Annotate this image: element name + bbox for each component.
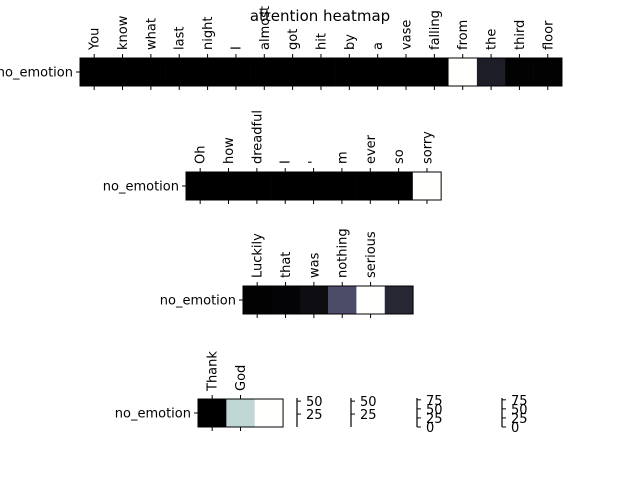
token-label-1-8: sorry xyxy=(420,131,435,164)
heatmap-cell-2-4 xyxy=(356,286,386,314)
heatmap-cell-2-0 xyxy=(243,286,272,314)
token-label-0-1: know xyxy=(116,15,131,50)
token-label-0-6: almost xyxy=(258,6,273,50)
heatmap-cell-0-12 xyxy=(420,58,449,86)
heatmap-cell-2-3 xyxy=(328,286,357,314)
token-label-1-0: Oh xyxy=(194,146,209,164)
token-label-1-5: m xyxy=(335,151,350,164)
token-label-0-16: floor xyxy=(541,20,556,50)
heatmap-cell-0-6 xyxy=(250,58,279,86)
heatmap-cell-3-0 xyxy=(198,399,227,427)
heatmap-cell-1-7 xyxy=(384,172,414,200)
heatmap-cell-0-11 xyxy=(391,58,421,86)
token-label-2-3: nothing xyxy=(336,228,351,278)
colorbar-tick-label-2-0: 0 xyxy=(426,421,434,436)
colorbar-tick-label-3-1: 25 xyxy=(511,412,528,427)
token-label-2-2: was xyxy=(307,252,322,278)
token-label-2-4: serious xyxy=(364,231,379,278)
heatmap-cell-2-5 xyxy=(384,286,414,314)
token-label-0-7: got xyxy=(286,29,301,50)
colorbar-tick-label-0-1: 50 xyxy=(306,395,323,410)
row-label-2: no_emotion xyxy=(160,294,236,309)
colorbar-tick-label-2-1: 25 xyxy=(426,412,443,427)
token-label-3-0: Thank xyxy=(206,351,221,392)
heatmap-cell-0-8 xyxy=(306,58,336,86)
token-label-0-3: last xyxy=(173,27,188,50)
heatmap-cell-1-4 xyxy=(299,172,329,200)
heatmap-cell-1-6 xyxy=(356,172,385,200)
heatmap-cell-1-1 xyxy=(214,172,243,200)
token-label-0-9: by xyxy=(343,34,358,50)
heatmap-cell-1-2 xyxy=(242,172,272,200)
token-label-0-13: from xyxy=(456,20,471,50)
token-label-1-6: ever xyxy=(364,134,379,164)
colorbar-tick-label-3-0: 0 xyxy=(511,421,519,436)
row-label-1: no_emotion xyxy=(103,180,179,195)
colorbar-tick-label-2-2: 50 xyxy=(426,403,443,418)
heatmap-cell-3-2 xyxy=(254,399,284,427)
token-label-0-15: third xyxy=(513,20,528,50)
heatmap-cell-1-3 xyxy=(271,172,300,200)
heatmap-cell-0-15 xyxy=(505,58,534,86)
heatmap-cell-0-0 xyxy=(80,58,109,86)
colorbar-tick-label-1-0: 25 xyxy=(360,408,377,423)
token-label-0-2: what xyxy=(144,18,159,50)
token-label-1-1: how xyxy=(222,137,237,164)
heatmap-cell-1-5 xyxy=(327,172,357,200)
token-label-0-0: You xyxy=(88,28,103,51)
heatmap-cell-0-5 xyxy=(221,58,251,86)
colorbar-tick-label-1-1: 50 xyxy=(360,395,377,410)
token-label-2-1: that xyxy=(279,252,294,278)
heatmap-cell-0-13 xyxy=(448,58,478,86)
heatmap-cell-0-7 xyxy=(278,58,308,86)
token-label-1-4: ' xyxy=(307,160,322,164)
colorbar-tick-label-0-0: 25 xyxy=(306,408,323,423)
token-label-0-12: falling xyxy=(428,10,443,50)
row-label-3: no_emotion xyxy=(115,407,191,422)
heatmap-cell-0-2 xyxy=(136,58,166,86)
token-label-0-8: hit xyxy=(314,33,329,50)
token-label-0-14: the xyxy=(485,29,500,50)
chart-title: attention heatmap xyxy=(249,7,391,25)
token-label-2-0: Luckily xyxy=(251,233,266,278)
heatmap-cell-0-9 xyxy=(335,58,364,86)
heatmap-cell-2-2 xyxy=(299,286,329,314)
heatmap-cell-0-3 xyxy=(165,58,194,86)
heatmap-cell-1-8 xyxy=(412,172,442,200)
colorbar-tick-label-2-3: 75 xyxy=(426,394,443,409)
heatmap-cell-0-1 xyxy=(108,58,137,86)
colorbar-tick-label-3-3: 75 xyxy=(511,394,528,409)
token-label-1-7: so xyxy=(392,149,407,164)
colorbar-tick-label-3-2: 50 xyxy=(511,403,528,418)
token-label-0-4: night xyxy=(201,17,216,50)
heatmap-cell-2-1 xyxy=(271,286,300,314)
heatmap-cell-0-10 xyxy=(363,58,393,86)
heatmap-cell-0-4 xyxy=(193,58,223,86)
token-label-3-1: God xyxy=(234,365,249,391)
token-label-0-10: a xyxy=(371,42,386,50)
token-label-0-5: I xyxy=(229,46,244,50)
heatmap-cell-0-14 xyxy=(476,58,506,86)
token-label-1-3: I xyxy=(279,160,294,164)
heatmap-cell-3-1 xyxy=(226,399,255,427)
heatmap-cell-1-0 xyxy=(186,172,215,200)
token-label-0-11: vase xyxy=(400,20,415,50)
heatmap-cell-0-16 xyxy=(533,58,563,86)
row-label-0: no_emotion xyxy=(0,66,73,81)
token-label-1-2: dreadful xyxy=(250,110,265,164)
